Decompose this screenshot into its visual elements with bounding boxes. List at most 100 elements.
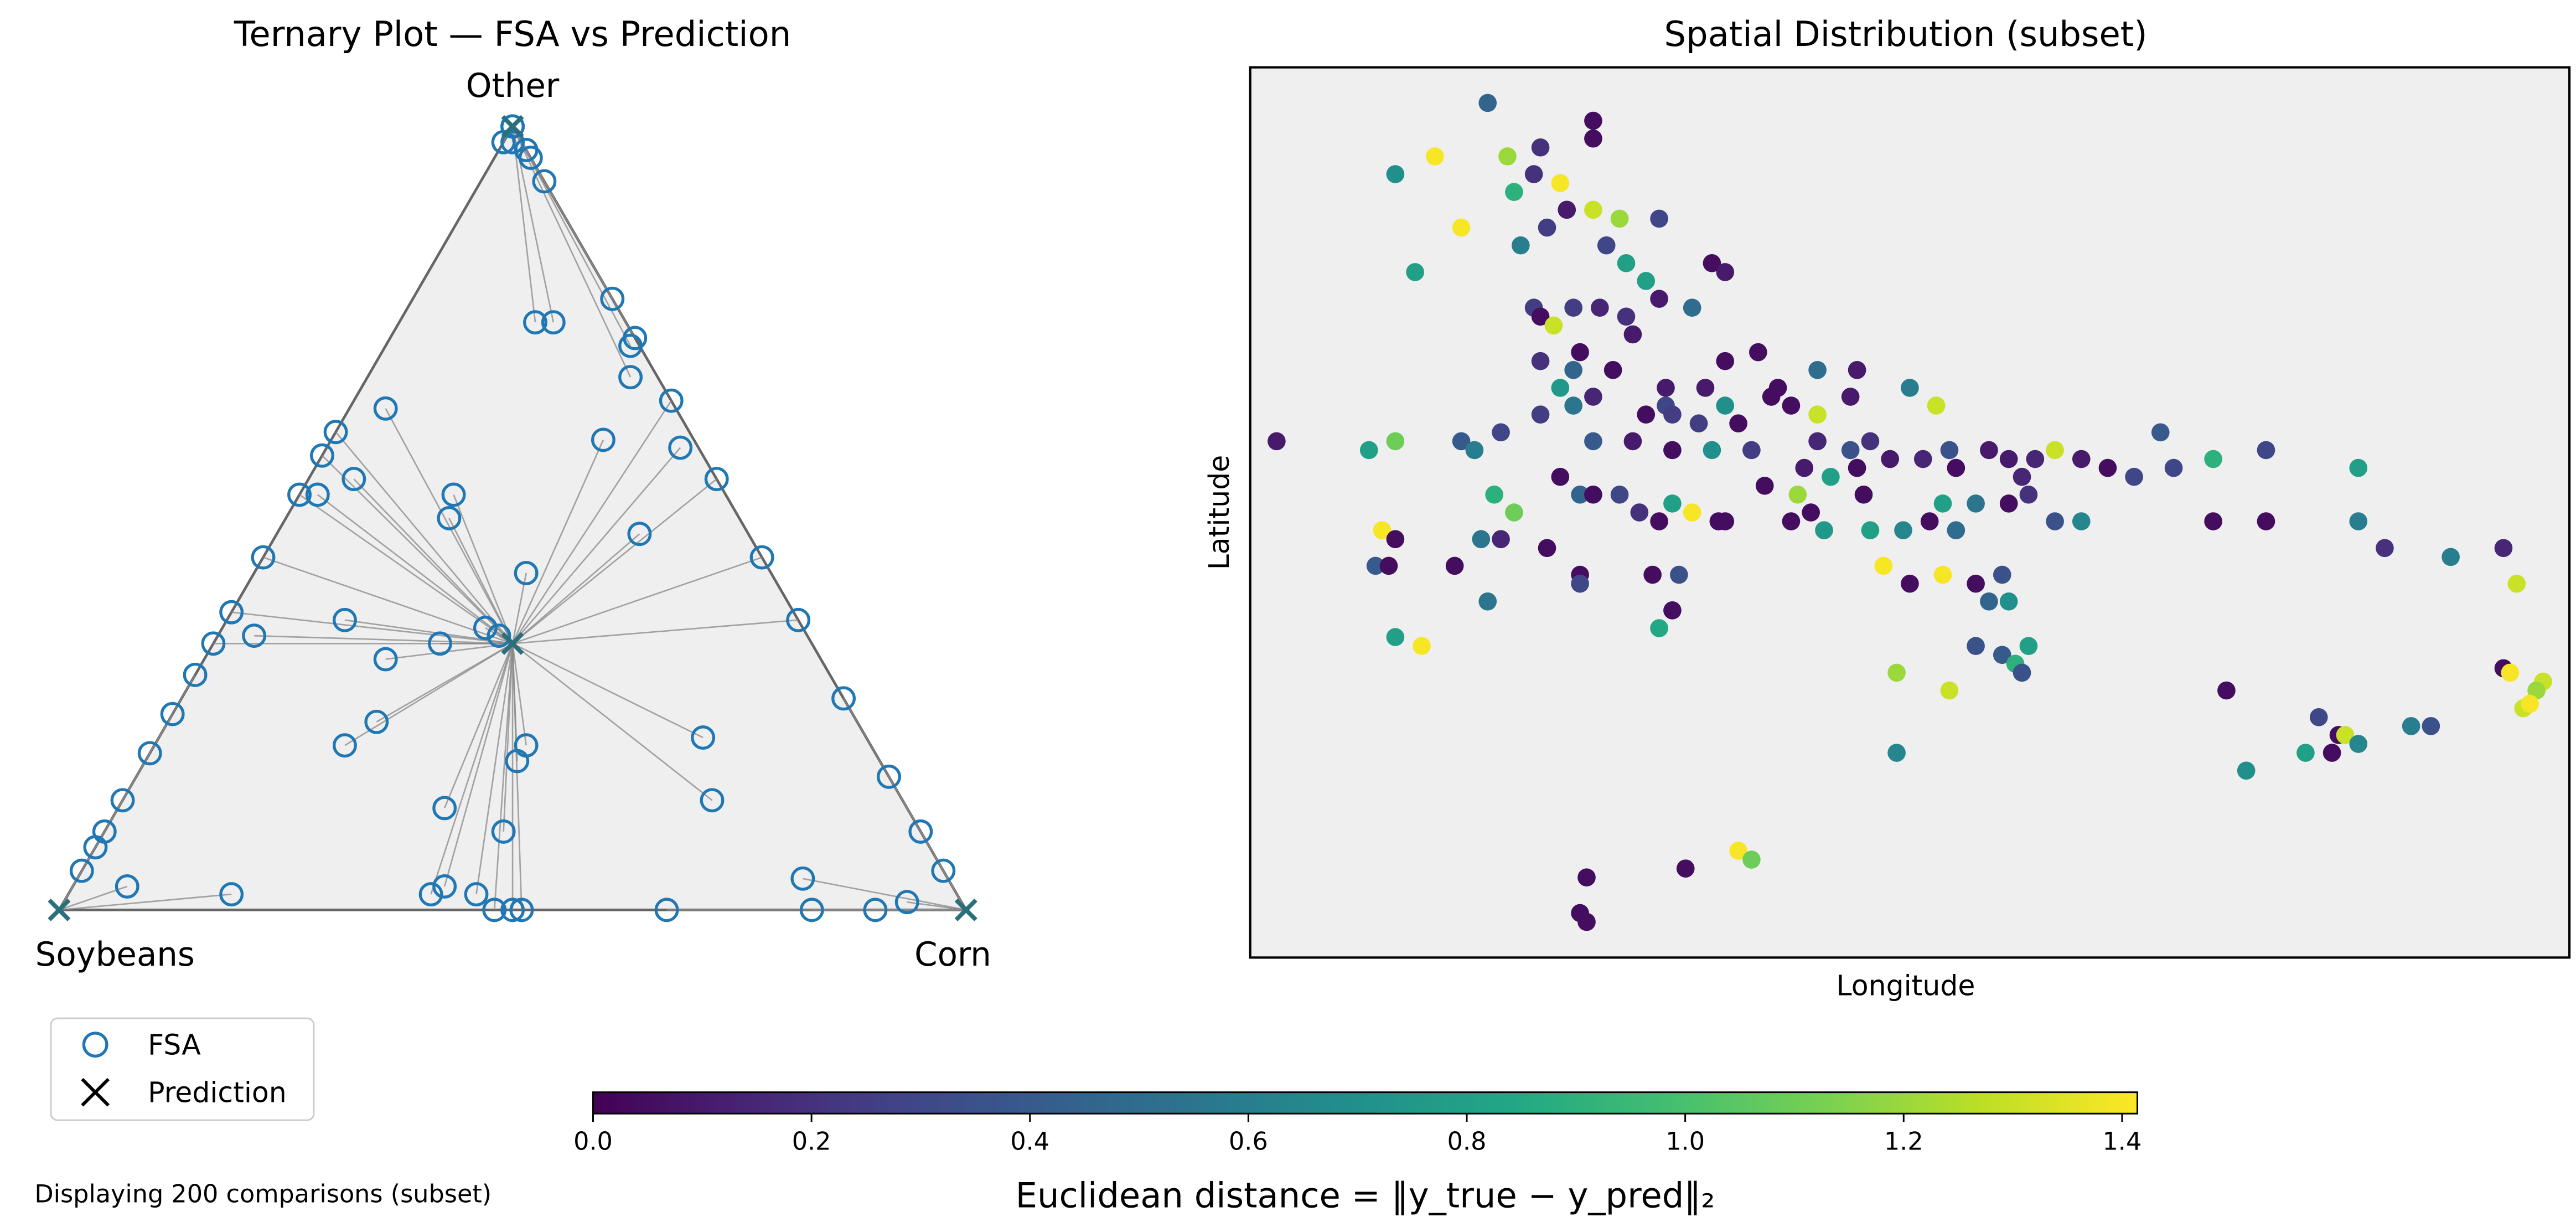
spatial-point xyxy=(1808,405,1827,424)
spatial-point xyxy=(1795,458,1814,477)
spatial-point xyxy=(2336,726,2355,744)
fsa-point xyxy=(514,733,539,758)
connector-line xyxy=(803,878,966,911)
spatial-point xyxy=(1472,530,1491,549)
spatial-point xyxy=(1716,352,1735,370)
fsa-point xyxy=(700,788,725,813)
connector-line xyxy=(385,408,514,644)
ternary-prediction-points xyxy=(48,115,977,921)
spatial-point xyxy=(2349,735,2368,753)
spatial-point xyxy=(1512,236,1530,255)
spatial-point xyxy=(2349,512,2368,530)
spatial-point xyxy=(1808,360,1827,379)
connector-line xyxy=(58,674,196,911)
spatial-point xyxy=(1650,512,1668,530)
spatial-point xyxy=(2501,663,2520,682)
spatial-point xyxy=(1564,396,1582,415)
ternary-title: Ternary Plot — FSA vs Prediction xyxy=(234,14,791,54)
spatial-point xyxy=(1617,254,1636,272)
spatial-point xyxy=(1577,912,1596,931)
fsa-point xyxy=(110,788,135,813)
spatial-point xyxy=(1729,842,1747,860)
fsa-point xyxy=(251,545,276,570)
spatial-point xyxy=(2322,744,2341,762)
spatial-point xyxy=(1505,183,1523,202)
spatial-point xyxy=(1584,129,1602,148)
spatial-point xyxy=(1782,512,1801,530)
spatial-point xyxy=(2204,512,2222,530)
fsa-point xyxy=(482,898,507,922)
vertex-label-right: Corn xyxy=(914,935,991,973)
spatial-point xyxy=(1861,432,1880,451)
colorbar-tick-label: 0.6 xyxy=(1229,1127,1268,1156)
fsa-point xyxy=(364,709,389,734)
fsa-point xyxy=(487,623,511,648)
spatial-point xyxy=(1980,592,1998,611)
spatial-point xyxy=(1703,441,1721,460)
fsa-point xyxy=(668,435,693,460)
spatial-point xyxy=(2164,458,2183,477)
ternary-panel: Ternary Plot — FSA vs Prediction Other S… xyxy=(35,14,991,973)
spatial-point xyxy=(1366,556,1385,575)
spatial-point xyxy=(2257,441,2275,460)
spatial-point xyxy=(2072,512,2091,530)
spatial-panel: Spatial Distribution (subset) Longitude … xyxy=(1203,14,2571,1002)
connector-line xyxy=(512,643,713,801)
spatial-point xyxy=(2046,441,2064,460)
spatial-point xyxy=(2072,450,2091,468)
connector-line xyxy=(344,643,513,746)
spatial-point xyxy=(1623,432,1642,451)
fsa-point xyxy=(219,882,244,907)
colorbar-tick-label: 1.2 xyxy=(1884,1127,1923,1156)
legend: FSA Prediction xyxy=(50,1017,315,1121)
colorbar-label-text: Euclidean distance = ‖y_true − y_pred‖₂ xyxy=(1016,1175,1715,1216)
fsa-point xyxy=(373,396,398,421)
spatial-point xyxy=(1808,432,1827,451)
spatial-point xyxy=(1762,388,1781,406)
fsa-point xyxy=(523,310,547,335)
ternary-fsa-points xyxy=(69,114,956,922)
spatial-point xyxy=(1465,441,1484,460)
colorbar-tick-label: 1.0 xyxy=(1665,1127,1705,1156)
spatial-point xyxy=(1485,486,1503,504)
vertex-label-left: Soybeans xyxy=(35,935,195,973)
y-axis-label: Latitude xyxy=(1203,455,1235,570)
fsa-point xyxy=(332,607,357,632)
fsa-point xyxy=(219,600,244,625)
fsa-point xyxy=(591,427,615,452)
spatial-point xyxy=(1676,859,1695,878)
fsa-point xyxy=(137,741,162,766)
connector-line xyxy=(512,556,763,644)
spatial-point xyxy=(1584,200,1602,219)
fsa-point xyxy=(786,607,811,632)
spatial-point xyxy=(2309,708,2328,726)
fsa-point xyxy=(323,420,348,445)
prediction-point xyxy=(501,632,524,655)
prediction-point xyxy=(954,898,977,921)
connector-line xyxy=(443,643,514,887)
spatial-point xyxy=(1498,147,1517,166)
spatial-point xyxy=(1531,352,1550,370)
colorbar-tick-label: 0.8 xyxy=(1447,1127,1487,1156)
fsa-point xyxy=(500,130,525,154)
spatial-point xyxy=(1729,414,1747,433)
spatial-point xyxy=(1670,565,1688,584)
spatial-point xyxy=(2527,681,2546,700)
fsa-point xyxy=(305,482,330,507)
fsa-point xyxy=(600,286,625,311)
spatial-point xyxy=(1359,441,1378,460)
spatial-point xyxy=(1531,405,1550,424)
spatial-point xyxy=(1933,494,1952,513)
connector-line xyxy=(511,643,527,746)
spatial-point xyxy=(1999,450,2018,468)
spatial-point xyxy=(1980,441,1998,460)
legend-prediction-marker xyxy=(81,1077,110,1107)
spatial-point xyxy=(1999,494,2018,513)
spatial-point xyxy=(2441,548,2460,566)
spatial-point xyxy=(1967,637,1985,655)
fsa-point xyxy=(931,858,956,883)
fsa-point xyxy=(908,819,933,844)
spatial-point xyxy=(2257,512,2275,530)
connector-line xyxy=(430,643,514,895)
spatial-point xyxy=(1683,503,1701,522)
